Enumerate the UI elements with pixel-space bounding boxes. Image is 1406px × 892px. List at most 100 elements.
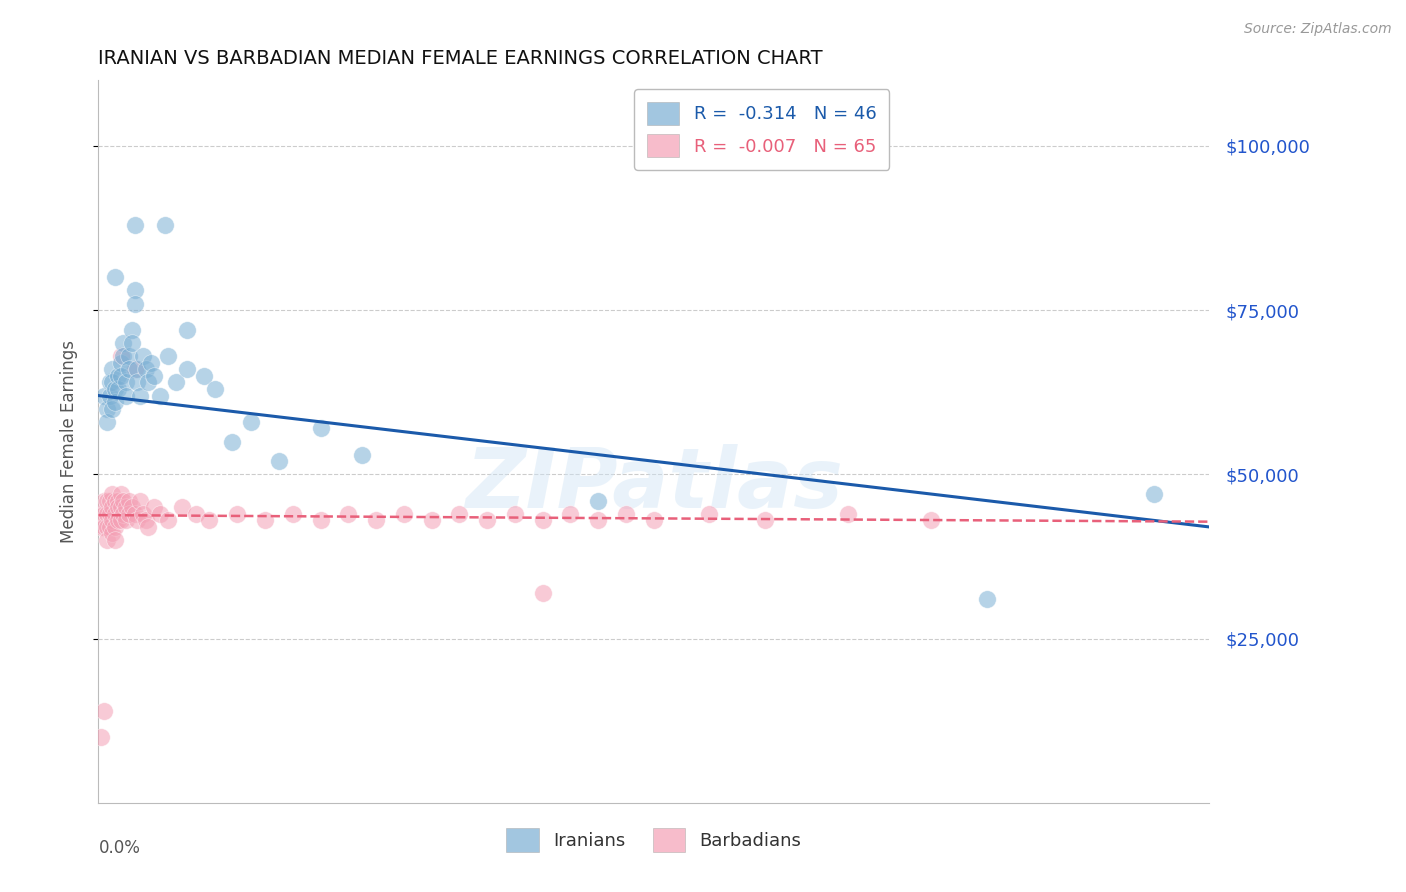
Point — [115, 500, 138, 515]
Point — [110, 513, 132, 527]
Point — [112, 493, 135, 508]
Point — [107, 493, 129, 508]
Text: ZIPatlas: ZIPatlas — [465, 444, 842, 525]
Point — [115, 513, 138, 527]
Point — [96, 401, 118, 416]
Point — [920, 513, 942, 527]
Point — [352, 448, 374, 462]
Point — [93, 388, 115, 402]
Point — [101, 401, 124, 416]
Point — [135, 513, 157, 527]
Point — [107, 382, 129, 396]
Point — [184, 507, 207, 521]
Point — [127, 513, 149, 527]
Text: Source: ZipAtlas.com: Source: ZipAtlas.com — [1244, 22, 1392, 37]
Point — [127, 362, 149, 376]
Point — [93, 520, 115, 534]
Point — [96, 507, 118, 521]
Legend: Iranians, Barbadians: Iranians, Barbadians — [499, 822, 808, 859]
Point — [93, 704, 115, 718]
Point — [588, 493, 610, 508]
Point — [198, 513, 221, 527]
Point — [837, 507, 859, 521]
Point — [754, 513, 776, 527]
Point — [531, 513, 554, 527]
Point — [110, 487, 132, 501]
Point — [96, 415, 118, 429]
Point — [392, 507, 415, 521]
Point — [124, 218, 146, 232]
Point — [614, 507, 637, 521]
Point — [976, 592, 998, 607]
Point — [104, 493, 127, 508]
Point — [101, 376, 124, 390]
Point — [240, 415, 263, 429]
Point — [96, 520, 118, 534]
Point — [531, 585, 554, 599]
Point — [98, 388, 121, 402]
Point — [138, 376, 160, 390]
Point — [193, 368, 215, 383]
Point — [420, 513, 443, 527]
Point — [449, 507, 471, 521]
Point — [309, 513, 332, 527]
Point — [143, 368, 166, 383]
Point — [148, 388, 170, 402]
Point — [96, 533, 118, 547]
Point — [93, 507, 115, 521]
Point — [98, 376, 121, 390]
Point — [110, 356, 132, 370]
Point — [118, 349, 141, 363]
Point — [112, 507, 135, 521]
Point — [98, 507, 121, 521]
Point — [93, 493, 115, 508]
Point — [90, 507, 112, 521]
Point — [132, 349, 155, 363]
Point — [366, 513, 388, 527]
Point — [281, 507, 304, 521]
Point — [143, 500, 166, 515]
Point — [132, 507, 155, 521]
Point — [153, 218, 176, 232]
Point — [337, 507, 360, 521]
Point — [148, 507, 170, 521]
Point — [104, 382, 127, 396]
Point — [124, 296, 146, 310]
Point — [90, 730, 112, 744]
Point — [101, 500, 124, 515]
Point — [124, 507, 146, 521]
Point — [176, 323, 198, 337]
Point — [253, 513, 276, 527]
Point — [503, 507, 526, 521]
Point — [221, 434, 243, 449]
Point — [101, 526, 124, 541]
Point — [165, 376, 187, 390]
Point — [98, 493, 121, 508]
Point — [121, 336, 143, 351]
Point — [226, 507, 249, 521]
Point — [170, 500, 193, 515]
Point — [101, 513, 124, 527]
Point — [1143, 487, 1166, 501]
Point — [267, 454, 290, 468]
Point — [156, 513, 179, 527]
Point — [115, 388, 138, 402]
Point — [104, 533, 127, 547]
Point — [127, 376, 149, 390]
Text: IRANIAN VS BARBADIAN MEDIAN FEMALE EARNINGS CORRELATION CHART: IRANIAN VS BARBADIAN MEDIAN FEMALE EARNI… — [98, 48, 823, 68]
Point — [110, 500, 132, 515]
Point — [101, 362, 124, 376]
Point — [588, 513, 610, 527]
Point — [104, 520, 127, 534]
Point — [138, 520, 160, 534]
Point — [129, 493, 152, 508]
Point — [112, 349, 135, 363]
Point — [104, 395, 127, 409]
Point — [118, 493, 141, 508]
Y-axis label: Median Female Earnings: Median Female Earnings — [59, 340, 77, 543]
Point — [156, 349, 179, 363]
Point — [115, 376, 138, 390]
Point — [560, 507, 582, 521]
Point — [135, 362, 157, 376]
Point — [124, 284, 146, 298]
